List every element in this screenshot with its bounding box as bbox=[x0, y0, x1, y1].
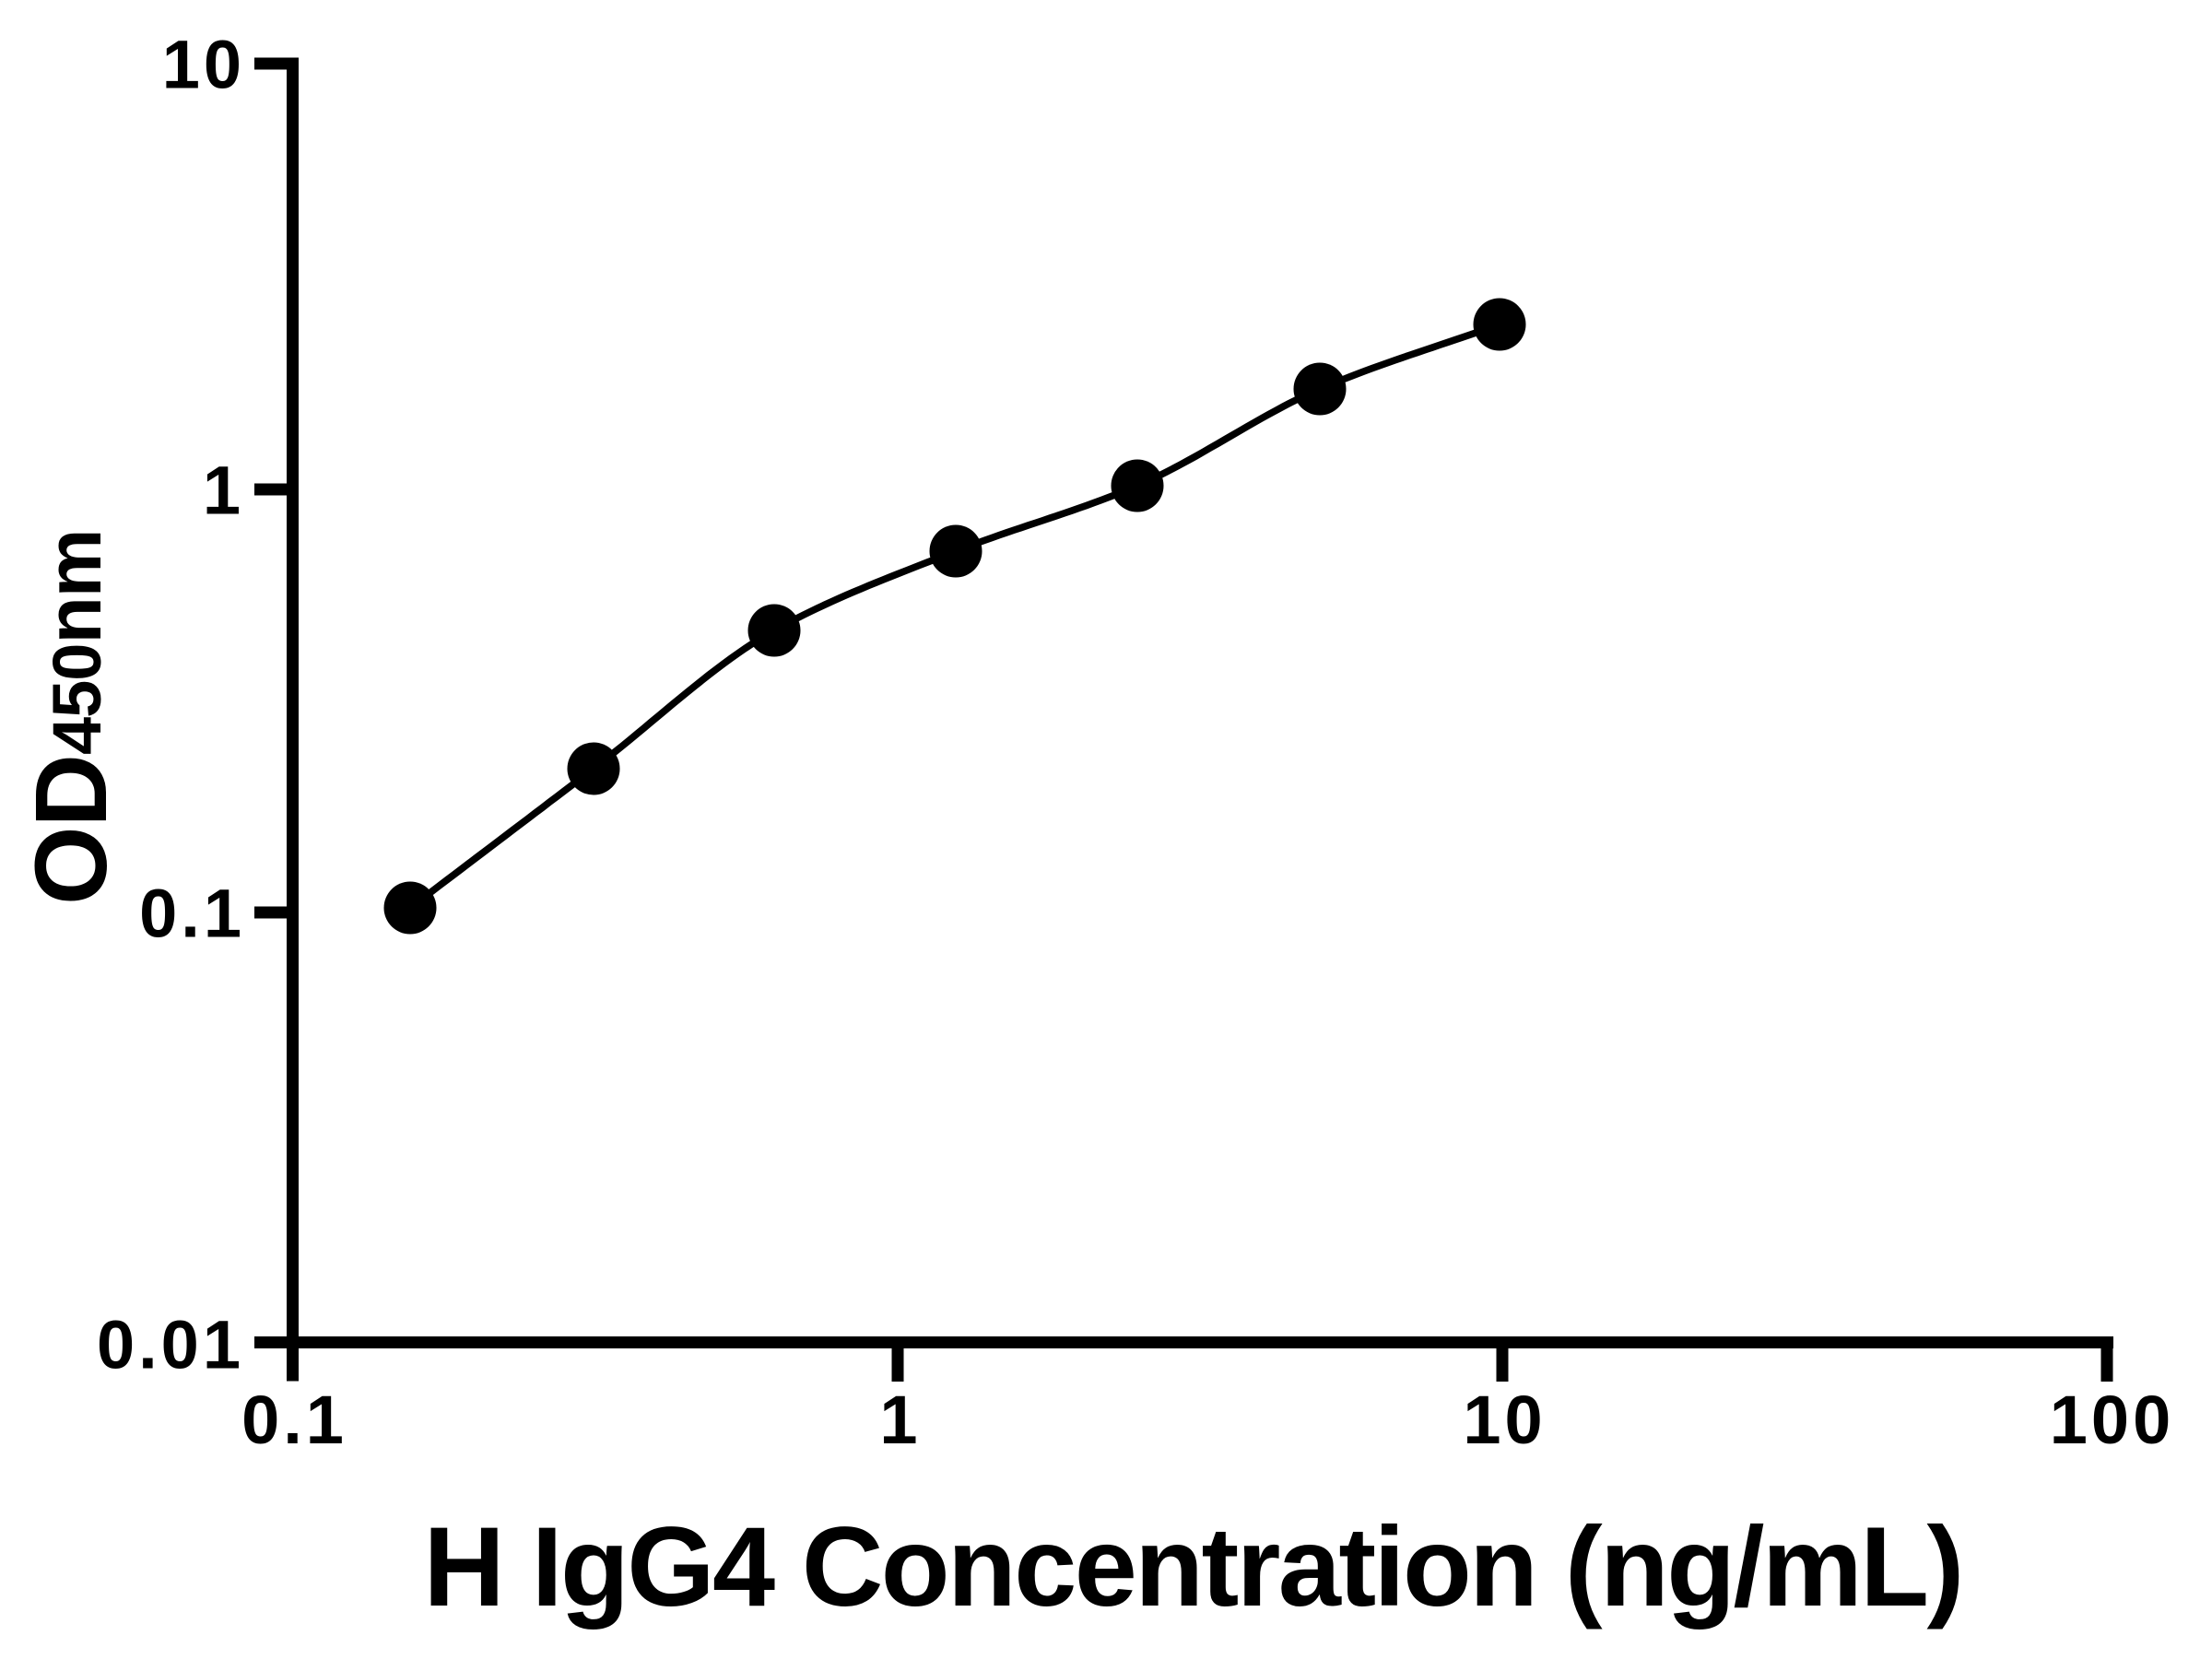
svg-text:10: 10 bbox=[1463, 1382, 1546, 1458]
svg-text:1: 1 bbox=[879, 1382, 921, 1458]
svg-text:1: 1 bbox=[203, 453, 244, 529]
svg-text:OD450nm: OD450nm bbox=[15, 530, 128, 905]
svg-text:0.1: 0.1 bbox=[241, 1382, 347, 1458]
svg-text:100: 100 bbox=[2050, 1382, 2174, 1458]
svg-text:0.1: 0.1 bbox=[139, 876, 245, 952]
svg-text:10: 10 bbox=[162, 27, 245, 103]
svg-text:H IgG4 Concentration (ng/mL): H IgG4 Concentration (ng/mL) bbox=[423, 1503, 1961, 1630]
svg-text:0.01: 0.01 bbox=[97, 1307, 244, 1383]
